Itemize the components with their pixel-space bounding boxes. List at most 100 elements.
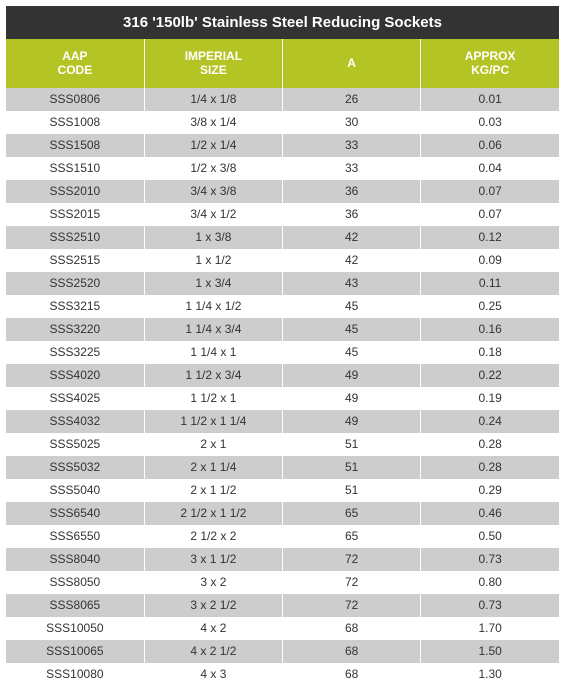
table-cell: 51 <box>283 479 421 502</box>
table-cell: 1/2 x 1/4 <box>144 134 282 157</box>
table-row: SSS40321 1/2 x 1 1/4490.24 <box>6 410 559 433</box>
table-cell: 4 x 2 <box>144 617 282 640</box>
table-cell: 1 1/2 x 1 <box>144 387 282 410</box>
table-cell: 68 <box>283 617 421 640</box>
table-cell: SSS3220 <box>6 318 144 341</box>
table-cell: 1 x 1/2 <box>144 249 282 272</box>
table-title: 316 '150lb' Stainless Steel Reducing Soc… <box>6 6 559 39</box>
table-cell: 65 <box>283 502 421 525</box>
table-row: SSS15101/2 x 3/8330.04 <box>6 157 559 180</box>
table-cell: 49 <box>283 387 421 410</box>
table-row: SSS65402 1/2 x 1 1/2650.46 <box>6 502 559 525</box>
table-cell: 26 <box>283 88 421 111</box>
table-cell: SSS3215 <box>6 295 144 318</box>
table-cell: SSS5032 <box>6 456 144 479</box>
col-header-0: AAPCODE <box>6 39 144 88</box>
table-header: AAPCODEIMPERIALSIZEAAPPROXKG/PC <box>6 39 559 88</box>
table-cell: 2 x 1 1/4 <box>144 456 282 479</box>
table-cell: SSS5040 <box>6 479 144 502</box>
table-cell: 65 <box>283 525 421 548</box>
table-row: SSS50322 x 1 1/4510.28 <box>6 456 559 479</box>
table-cell: 1 x 3/4 <box>144 272 282 295</box>
table-row: SSS65502 1/2 x 2650.50 <box>6 525 559 548</box>
table-cell: SSS8050 <box>6 571 144 594</box>
table-cell: 43 <box>283 272 421 295</box>
table-cell: SSS2015 <box>6 203 144 226</box>
table-cell: 0.03 <box>421 111 559 134</box>
table-cell: SSS1510 <box>6 157 144 180</box>
table-cell: 1/2 x 3/8 <box>144 157 282 180</box>
table-cell: 2 1/2 x 1 1/2 <box>144 502 282 525</box>
table-cell: 4 x 3 <box>144 663 282 686</box>
table-cell: 0.24 <box>421 410 559 433</box>
table-cell: SSS2520 <box>6 272 144 295</box>
table-cell: 45 <box>283 318 421 341</box>
table-cell: SSS2510 <box>6 226 144 249</box>
table-cell: SSS8065 <box>6 594 144 617</box>
table-cell: 72 <box>283 571 421 594</box>
table-cell: 1 1/4 x 1 <box>144 341 282 364</box>
table-row: SSS80403 x 1 1/2720.73 <box>6 548 559 571</box>
table-row: SSS40201 1/2 x 3/4490.22 <box>6 364 559 387</box>
table-cell: 2 x 1 1/2 <box>144 479 282 502</box>
table-cell: SSS4020 <box>6 364 144 387</box>
table-cell: SSS0806 <box>6 88 144 111</box>
table-body: SSS08061/4 x 1/8260.01SSS10083/8 x 1/430… <box>6 88 559 686</box>
table-cell: 3/4 x 3/8 <box>144 180 282 203</box>
table-cell: 0.25 <box>421 295 559 318</box>
table-cell: 1 1/4 x 1/2 <box>144 295 282 318</box>
table-cell: 42 <box>283 249 421 272</box>
table-row: SSS15081/2 x 1/4330.06 <box>6 134 559 157</box>
table-cell: SSS4025 <box>6 387 144 410</box>
table-cell: 51 <box>283 456 421 479</box>
table-cell: SSS1508 <box>6 134 144 157</box>
table-cell: SSS1008 <box>6 111 144 134</box>
table-cell: 51 <box>283 433 421 456</box>
table-cell: 0.80 <box>421 571 559 594</box>
table-wrapper: 316 '150lb' Stainless Steel Reducing Soc… <box>0 0 565 692</box>
table-cell: SSS8040 <box>6 548 144 571</box>
table-cell: 0.07 <box>421 203 559 226</box>
table-cell: 0.11 <box>421 272 559 295</box>
table-cell: 0.07 <box>421 180 559 203</box>
table-row: SSS50252 x 1510.28 <box>6 433 559 456</box>
table-cell: 0.18 <box>421 341 559 364</box>
table-cell: 0.73 <box>421 548 559 571</box>
table-cell: 36 <box>283 203 421 226</box>
table-row: SSS100504 x 2681.70 <box>6 617 559 640</box>
table-cell: 68 <box>283 663 421 686</box>
table-cell: 0.73 <box>421 594 559 617</box>
table-row: SSS100654 x 2 1/2681.50 <box>6 640 559 663</box>
table-cell: SSS6540 <box>6 502 144 525</box>
table-cell: SSS4032 <box>6 410 144 433</box>
table-cell: SSS10050 <box>6 617 144 640</box>
table-cell: 1 1/4 x 3/4 <box>144 318 282 341</box>
table-cell: 0.28 <box>421 456 559 479</box>
table-row: SSS20153/4 x 1/2360.07 <box>6 203 559 226</box>
table-cell: SSS2515 <box>6 249 144 272</box>
table-cell: 1.30 <box>421 663 559 686</box>
table-cell: 45 <box>283 295 421 318</box>
table-row: SSS20103/4 x 3/8360.07 <box>6 180 559 203</box>
table-cell: 3/4 x 1/2 <box>144 203 282 226</box>
table-row: SSS10083/8 x 1/4300.03 <box>6 111 559 134</box>
table-cell: 4 x 2 1/2 <box>144 640 282 663</box>
table-cell: 72 <box>283 594 421 617</box>
table-cell: 2 1/2 x 2 <box>144 525 282 548</box>
table-cell: SSS5025 <box>6 433 144 456</box>
table-cell: SSS6550 <box>6 525 144 548</box>
table-row: SSS25201 x 3/4430.11 <box>6 272 559 295</box>
table-cell: 36 <box>283 180 421 203</box>
table-cell: 0.50 <box>421 525 559 548</box>
table-cell: 1.50 <box>421 640 559 663</box>
table-row: SSS08061/4 x 1/8260.01 <box>6 88 559 111</box>
table-cell: 0.09 <box>421 249 559 272</box>
col-header-2: A <box>283 39 421 88</box>
table-cell: 72 <box>283 548 421 571</box>
table-cell: 49 <box>283 410 421 433</box>
table-cell: 0.22 <box>421 364 559 387</box>
table-cell: 1 1/2 x 3/4 <box>144 364 282 387</box>
col-header-3: APPROXKG/PC <box>421 39 559 88</box>
table-row: SSS25151 x 1/2420.09 <box>6 249 559 272</box>
table-cell: 3 x 2 <box>144 571 282 594</box>
